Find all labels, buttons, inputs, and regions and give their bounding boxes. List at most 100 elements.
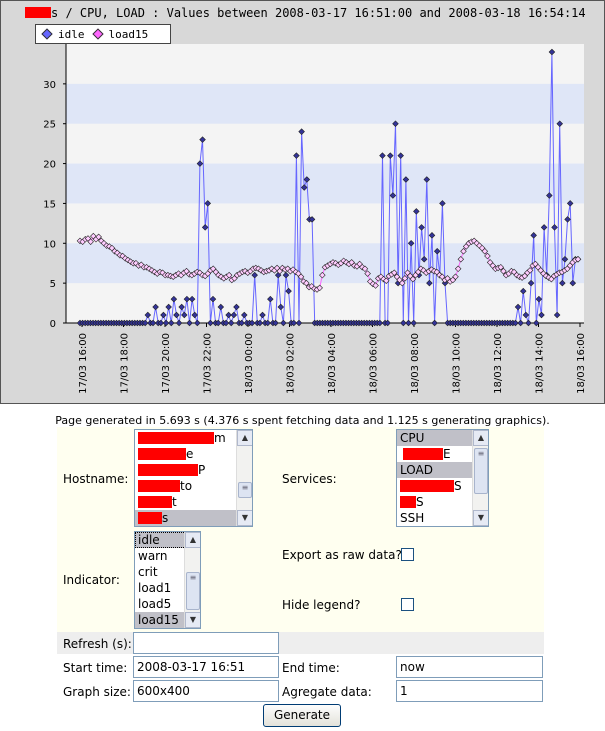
y-tick-label: 5 (50, 279, 56, 290)
aggregate-input[interactable]: 1 (396, 680, 543, 702)
scroll-thumb[interactable]: ≡ (474, 448, 488, 494)
data-point (413, 208, 420, 215)
data-point (225, 311, 232, 319)
data-point (144, 311, 152, 319)
list-item-selected[interactable]: idle (135, 532, 200, 548)
scroll-thumb[interactable]: ≡ (186, 572, 200, 610)
x-tick-label: 17/03 20:00 (161, 333, 172, 394)
data-point (500, 267, 507, 275)
scrollbar[interactable]: ▲ ≡ ▼ (184, 532, 200, 628)
data-point (170, 295, 178, 303)
export-raw-checkbox[interactable] (401, 548, 414, 561)
data-point (95, 233, 102, 241)
scroll-up-icon[interactable]: ▲ (237, 430, 252, 446)
data-point (87, 238, 94, 245)
data-point (512, 319, 519, 327)
y-tick-label: 30 (43, 80, 56, 91)
x-tick-label: 18/03 02:00 (286, 333, 297, 394)
data-point (546, 192, 553, 199)
x-tick-label: 18/03 10:00 (452, 333, 463, 394)
graph-size-input[interactable]: 600x400 (133, 680, 279, 702)
data-point (295, 319, 303, 327)
redacted-host (25, 7, 51, 18)
scrollbar[interactable]: ▲ ≡ ▼ (472, 430, 488, 526)
data-point (530, 232, 537, 239)
data-point (389, 192, 397, 199)
legend-label: load15 (108, 27, 149, 41)
scroll-up-icon[interactable]: ▲ (473, 430, 488, 446)
legend-label: idle (58, 27, 85, 41)
data-point (559, 279, 566, 287)
list-item[interactable]: P (135, 462, 252, 478)
data-point (397, 152, 404, 159)
scroll-up-icon[interactable]: ▲ (185, 532, 200, 548)
data-point (293, 152, 300, 159)
data-point (290, 319, 298, 327)
data-point (400, 319, 407, 327)
grid-band (66, 163, 584, 204)
list-item[interactable]: E (397, 446, 488, 462)
data-point (364, 270, 371, 277)
y-tick-label: 0 (50, 319, 56, 330)
scroll-down-icon[interactable]: ▼ (237, 510, 252, 526)
scrollbar[interactable]: ▲ ≡ ▼ (236, 430, 252, 526)
list-item-selected[interactable]: CPU (397, 430, 488, 446)
data-point (227, 319, 235, 327)
chart: 0 5 10 15 20 25 30 17/03 16:00 17/03 18:00 17/03 … (43, 44, 587, 394)
end-time-label: End time: (282, 661, 340, 675)
data-point (522, 311, 530, 319)
grid-band (66, 83, 584, 124)
data-point (454, 265, 462, 273)
list-item[interactable]: t (135, 494, 252, 510)
indicator-select[interactable]: idle warn crit load1 load5 load15 ▲ ≡ ▼ (134, 531, 201, 629)
legend: idle load15 (35, 24, 171, 44)
data-point (379, 152, 386, 159)
list-item[interactable]: load5 (138, 597, 172, 611)
list-item-selected[interactable]: load15 (135, 612, 200, 628)
graph-size-label: Graph size: (63, 685, 131, 699)
data-point (409, 275, 417, 283)
data-point (384, 319, 391, 327)
data-point (251, 271, 258, 279)
scroll-down-icon[interactable]: ▼ (185, 612, 200, 628)
list-item[interactable]: m (135, 430, 252, 446)
x-tick-label: 18/03 06:00 (369, 333, 380, 394)
data-point (390, 269, 398, 277)
graph-title-text: s / CPU, LOAD : Values between 2008-03-1… (51, 6, 586, 20)
list-item[interactable]: S (397, 494, 488, 510)
scroll-down-icon[interactable]: ▼ (473, 510, 488, 526)
list-item-selected[interactable]: s (135, 510, 252, 526)
end-time-input[interactable]: now (396, 656, 543, 678)
list-item[interactable]: e (135, 446, 252, 462)
list-item[interactable]: SSH (400, 511, 425, 525)
data-point (398, 279, 406, 287)
data-point (457, 255, 465, 263)
data-point (383, 277, 390, 285)
start-time-input[interactable]: 2008-03-17 16:51 (133, 656, 279, 678)
generate-button[interactable]: Generate (263, 704, 341, 727)
data-point (241, 311, 248, 319)
list-item[interactable]: warn (138, 549, 168, 563)
list-item-selected[interactable]: LOAD (397, 462, 488, 478)
scroll-thumb[interactable]: ≡ (238, 482, 252, 498)
list-item[interactable]: load1 (138, 581, 172, 595)
hide-legend-checkbox[interactable] (401, 598, 414, 611)
data-point (407, 240, 415, 247)
x-tick-label: 18/03 08:00 (410, 333, 421, 394)
hostname-select[interactable]: m e P to t s ▲ ≡ ▼ (134, 429, 253, 527)
data-point (165, 303, 172, 311)
data-point (183, 295, 191, 303)
data-point (308, 216, 316, 223)
list-item[interactable]: crit (138, 565, 158, 579)
services-select[interactable]: CPU E LOAD S S SSH ▲ ≡ ▼ (396, 429, 489, 527)
y-tick-label: 20 (43, 160, 56, 171)
data-point (298, 128, 305, 135)
refresh-input[interactable] (133, 632, 279, 654)
list-item[interactable]: to (135, 478, 252, 494)
list-item[interactable]: S (397, 478, 488, 494)
data-point (551, 224, 558, 231)
data-point (259, 311, 266, 319)
data-point (556, 120, 564, 127)
data-point (561, 255, 569, 263)
data-point (514, 303, 522, 311)
